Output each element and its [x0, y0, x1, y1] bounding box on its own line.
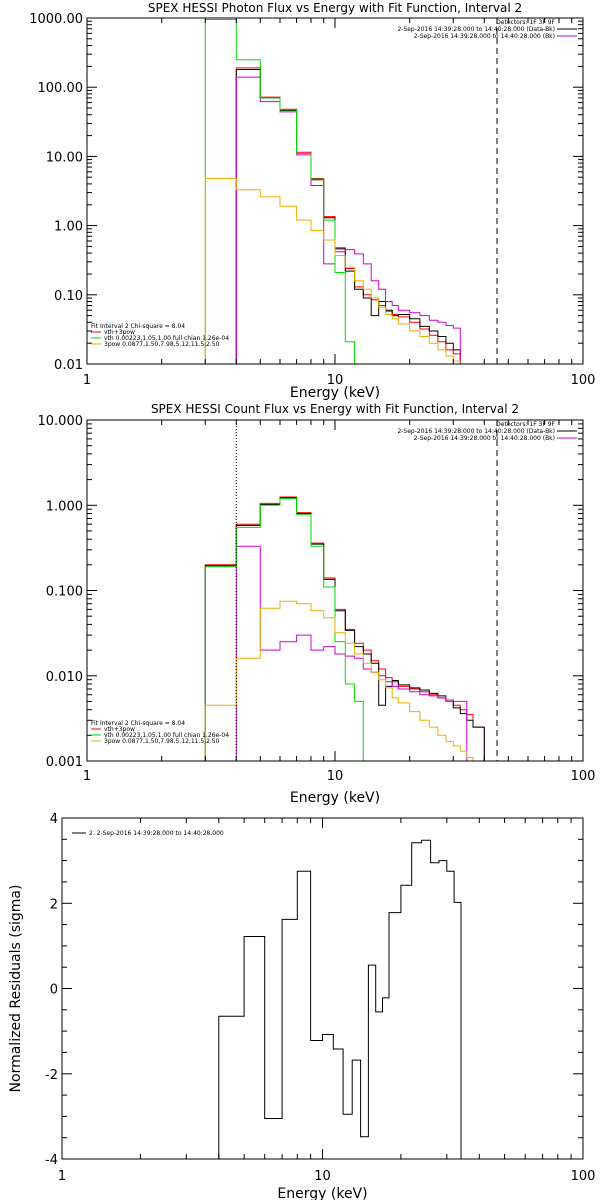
- y-tick-label: 10.00: [46, 150, 83, 165]
- y-tick-label: 0.10: [54, 289, 83, 304]
- legend-entry: 2-Sep-2016 14:39:28.000 to 14:40:28.000 …: [397, 26, 555, 33]
- series-line-1: [235, 67, 461, 364]
- fit-legend-entry: vth+3pow: [104, 329, 135, 336]
- fit-legend-header: Fit Interval 2 Chi-square = 8.04: [91, 323, 185, 330]
- fit-legend-entry: 3pow 0.0877,1.50,7.98,5.12,11.5,2.50: [104, 738, 220, 745]
- y-tick-label: 0.01: [54, 358, 83, 373]
- series-line-4: [204, 498, 372, 761]
- chart-panel-2: SPEX HESSI Count Flux vs Energy with Fit…: [38, 402, 596, 806]
- x-tick-label: 1: [83, 769, 91, 784]
- plot-frame: [61, 817, 584, 1160]
- x-tick-label: 1: [83, 373, 91, 388]
- series-line-2: [204, 497, 485, 761]
- y-tick-label: 1.00: [54, 220, 83, 235]
- y-tick-label: -4: [45, 1153, 58, 1168]
- legend-entry: 2-Sep-2016 14:39:28.000 to 14:40:28.000 …: [414, 33, 555, 40]
- y-axis-label: Normalized Residuals (sigma): [8, 885, 24, 1093]
- x-axis-label: Energy (keV): [277, 1186, 367, 1200]
- series-group: [218, 839, 462, 1159]
- x-axis-label: Energy (keV): [290, 385, 380, 401]
- x-axis-label: Energy (keV): [290, 790, 380, 806]
- fit-legend-entry: 3pow 0.0877,1.50,7.98,5.12,11.5,2.50: [104, 341, 220, 348]
- y-tick-label: -2: [45, 1068, 58, 1083]
- y-tick-label: 4: [50, 812, 58, 827]
- series-line-1: [204, 496, 485, 761]
- series-line-3: [235, 545, 468, 761]
- series-line-3: [235, 76, 461, 364]
- fit-legend-entry: vth+3pow: [104, 726, 135, 733]
- y-tick-label: 0.010: [46, 670, 83, 685]
- legend-header: Detectors: 1F 3F 9F: [496, 19, 555, 26]
- chart-panel-1: SPEX HESSI Photon Flux vs Energy with Fi…: [29, 1, 595, 401]
- legend-entry: 2-Sep-2016 14:39:28.000 to 14:40:28.000 …: [397, 428, 555, 435]
- chart-panel-3: 1 10 100 -4 -2 0 2 4 Energy (keV) Normalized Resi…: [8, 812, 595, 1200]
- series-group: [204, 19, 468, 364]
- y-tick-label: 100.00: [38, 81, 84, 96]
- series-line-2: [235, 69, 461, 364]
- x-tick-label: 10: [327, 769, 344, 784]
- x-tick-label: 100: [571, 1169, 596, 1184]
- chart-title: SPEX HESSI Photon Flux vs Energy with Fi…: [148, 1, 522, 15]
- legend-header: Detectors: 1F 3F 9F: [496, 421, 555, 428]
- fit-legend-entry: vth 0.00223,1.05,1.00 full chian 1.26e-0…: [104, 732, 229, 739]
- y-tick-label: 0.001: [46, 755, 83, 770]
- y-tick-label: 10.000: [38, 414, 84, 429]
- y-tick-label: 1.000: [46, 499, 83, 514]
- y-tick-label: 0: [50, 983, 58, 998]
- x-tick-label: 100: [571, 769, 596, 784]
- series-line-1: [218, 839, 462, 1159]
- legend-entry: 2-Sep-2016 14:39:28.000 to 14:40:28.000 …: [414, 435, 555, 442]
- residual-legend-entry: 2. 2-Sep-2016 14:39:28.000 to 14:40:28.0…: [89, 830, 224, 837]
- chart-title: SPEX HESSI Count Flux vs Energy with Fit…: [151, 402, 519, 416]
- y-tick-label: 0.100: [46, 585, 83, 600]
- series-line-5: [204, 600, 485, 761]
- series-line-4: [204, 19, 364, 364]
- series-line-5: [204, 178, 468, 364]
- x-tick-label: 100: [571, 373, 596, 388]
- fit-legend-header: Fit Interval 2 Chi-square = 8.04: [91, 720, 185, 727]
- y-tick-label: 1000.00: [29, 12, 83, 27]
- x-tick-label: 10: [314, 1169, 331, 1184]
- series-group: [204, 496, 485, 761]
- x-tick-label: 1: [58, 1169, 66, 1184]
- fit-legend-entry: vth 0.00223,1.05,1.00 full chian 1.26e-0…: [104, 335, 229, 342]
- plot-frame: [86, 17, 584, 365]
- x-tick-label: 10: [327, 373, 344, 388]
- y-tick-label: 2: [50, 897, 58, 912]
